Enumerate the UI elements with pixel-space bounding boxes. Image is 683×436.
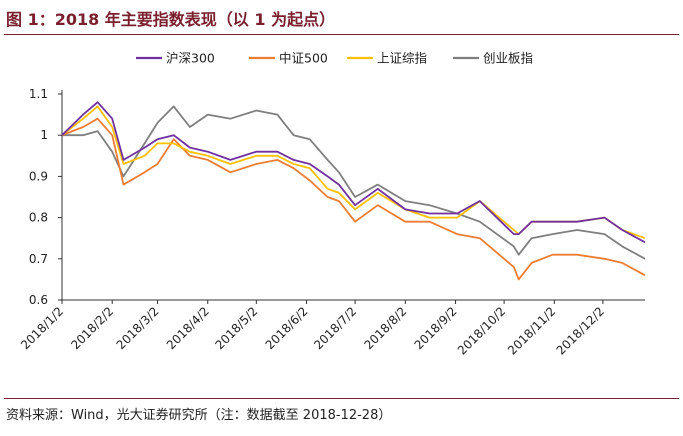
x-tick-label: 2018/10/2 [455, 304, 508, 357]
chart-title: 图 1：2018 年主要指数表现（以 1 为起点） [6, 10, 336, 29]
y-tick-label: 0.6 [29, 293, 48, 307]
x-tick-label: 2018/3/2 [114, 304, 162, 352]
source-note: 资料来源：Wind，光大证券研究所（注：数据截至 2018-12-28） [6, 408, 392, 423]
plot-area [61, 101, 646, 281]
series-line-1 [61, 101, 646, 244]
x-tick-label: 2018/2/2 [68, 304, 116, 352]
x-tick-label: 2018/1/2 [18, 304, 66, 352]
legend-label: 中证500 [279, 51, 328, 66]
title-divider [4, 34, 679, 35]
x-tick-label: 2018/11/2 [505, 304, 558, 357]
y-tick-label: 1 [40, 128, 48, 142]
legend: 沪深300 中证500 上证综指 创业板指 [136, 51, 533, 66]
series-line-4 [62, 105, 646, 260]
legend-label: 上证综指 [377, 51, 427, 66]
x-tick-label: 2018/12/2 [554, 304, 607, 357]
y-tick-label: 0.9 [29, 169, 48, 183]
x-tick-label: 2018/8/2 [361, 304, 409, 352]
y-tick-label: 0.7 [29, 252, 48, 266]
x-tick-label: 2018/6/2 [263, 304, 311, 352]
y-tick-label: 1.1 [29, 87, 48, 101]
x-tick-label: 2018/7/2 [311, 304, 359, 352]
y-tick-label: 0.8 [29, 211, 48, 225]
line-chart: 沪深300 中证500 上证综指 创业板指 0.6 0.7 0.8 0.9 1 1.1 2018/… [18, 51, 646, 358]
x-tick-label: 2018/9/2 [412, 304, 460, 352]
series-line-2 [61, 117, 646, 281]
x-tick-label: 2018/5/2 [212, 304, 260, 352]
legend-label: 沪深300 [166, 51, 215, 66]
x-tick-label: 2018/4/2 [164, 304, 212, 352]
source-divider [4, 398, 679, 399]
legend-label: 创业板指 [483, 51, 533, 66]
